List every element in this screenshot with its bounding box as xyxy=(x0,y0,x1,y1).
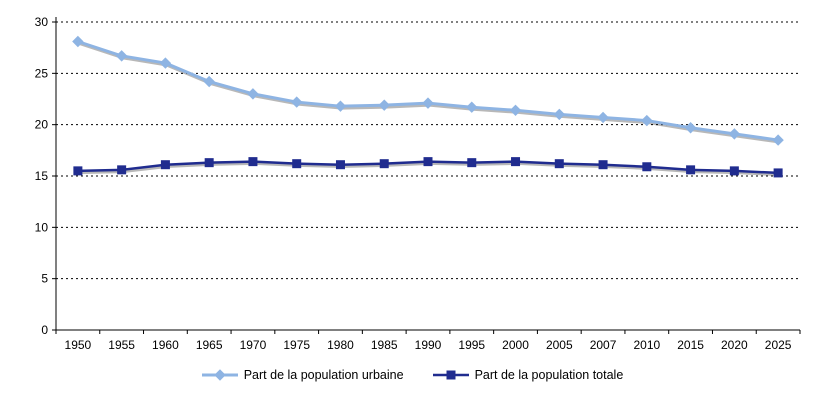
legend-item-totale: Part de la population totale xyxy=(432,368,624,382)
svg-text:2007: 2007 xyxy=(590,338,617,352)
svg-text:2005: 2005 xyxy=(546,338,573,352)
svg-text:1970: 1970 xyxy=(240,338,267,352)
legend-square-marker-icon xyxy=(432,370,469,380)
svg-text:30: 30 xyxy=(35,15,49,29)
svg-text:1985: 1985 xyxy=(371,338,398,352)
svg-text:2015: 2015 xyxy=(677,338,704,352)
legend-label-totale: Part de la population totale xyxy=(474,368,624,382)
svg-text:20: 20 xyxy=(35,118,49,132)
svg-text:1990: 1990 xyxy=(415,338,442,352)
svg-text:5: 5 xyxy=(41,272,48,286)
svg-text:1975: 1975 xyxy=(283,338,310,352)
svg-text:0: 0 xyxy=(41,323,48,337)
legend-diamond-marker-icon xyxy=(201,369,238,381)
chart-legend: Part de la population urbaine Part de la… xyxy=(0,368,824,382)
svg-text:2025: 2025 xyxy=(765,338,792,352)
svg-text:10: 10 xyxy=(35,220,49,234)
svg-text:2010: 2010 xyxy=(633,338,660,352)
svg-text:1965: 1965 xyxy=(196,338,223,352)
svg-text:2000: 2000 xyxy=(502,338,529,352)
svg-text:1950: 1950 xyxy=(65,338,92,352)
svg-text:1960: 1960 xyxy=(152,338,179,352)
svg-text:1980: 1980 xyxy=(327,338,354,352)
svg-text:1955: 1955 xyxy=(108,338,135,352)
svg-text:2020: 2020 xyxy=(721,338,748,352)
legend-label-urbaine: Part de la population urbaine xyxy=(243,368,404,382)
legend-item-urbaine: Part de la population urbaine xyxy=(201,368,404,382)
svg-text:15: 15 xyxy=(35,169,49,183)
svg-text:1995: 1995 xyxy=(458,338,485,352)
svg-text:25: 25 xyxy=(35,66,49,80)
